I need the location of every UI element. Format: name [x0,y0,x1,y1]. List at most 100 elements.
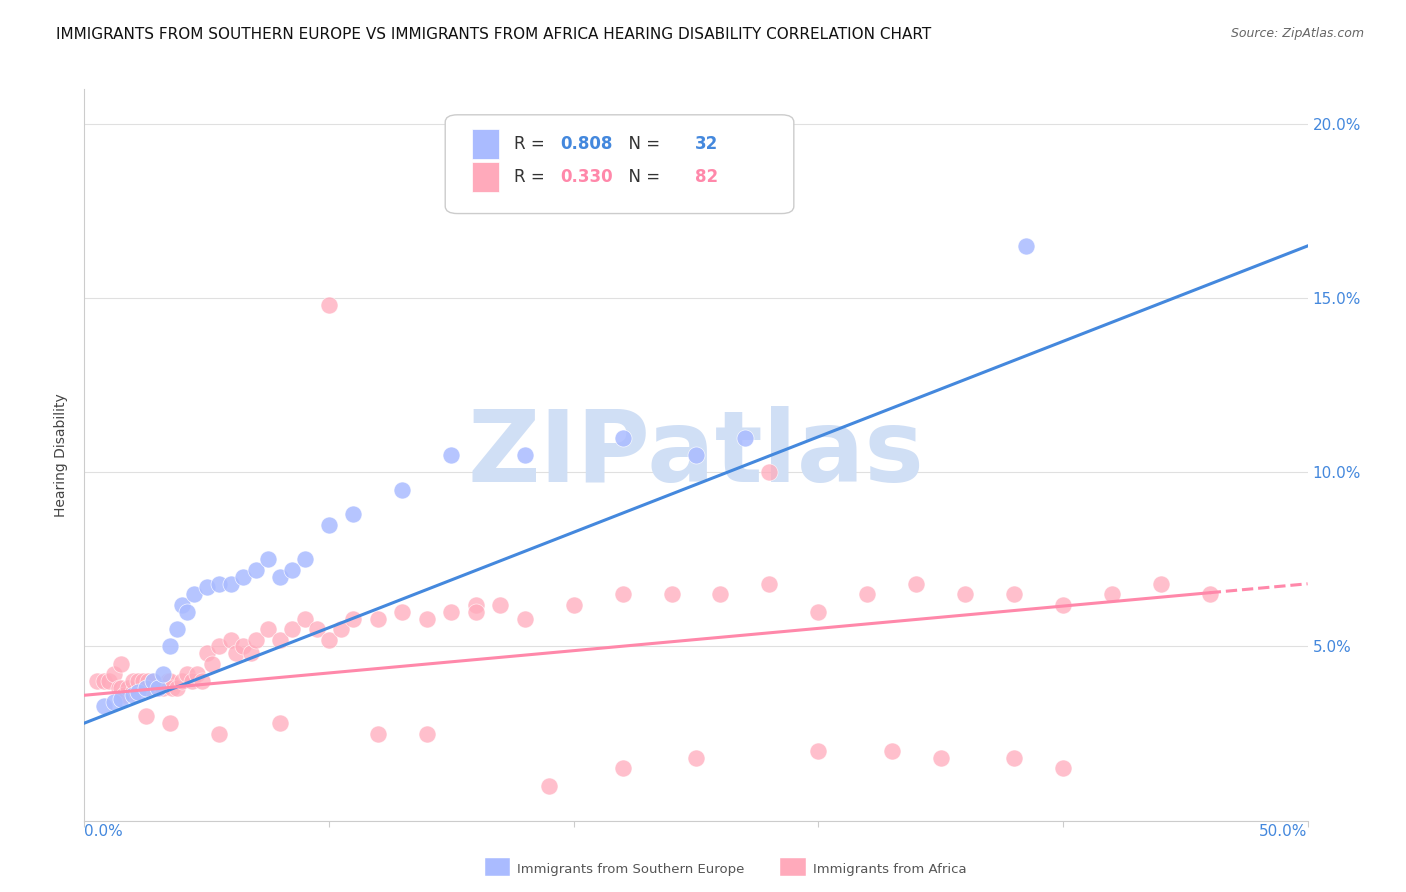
Point [269,632,291,647]
Point [953,587,976,601]
Point [208,726,231,740]
Point [440,605,463,619]
Point [232,570,254,584]
Point [440,448,463,462]
Point [489,598,512,612]
Point [186,667,208,681]
Point [172,598,194,612]
Point [281,563,304,577]
Point [257,622,280,636]
Point [135,681,157,696]
Point [1052,761,1074,775]
Point [318,298,340,312]
Point [117,681,139,696]
Point [1198,587,1220,601]
Point [464,598,486,612]
Point [281,622,304,636]
Point [176,605,198,619]
Point [103,695,125,709]
Point [239,647,262,661]
Point [416,612,439,626]
Point [127,685,149,699]
FancyBboxPatch shape [446,115,794,213]
Point [146,681,169,696]
Point [183,587,205,601]
Point [191,674,214,689]
Point [391,483,413,497]
Point [807,744,830,758]
Point [305,622,328,636]
Point [416,726,439,740]
Point [1101,587,1123,601]
Point [1150,576,1173,591]
Point [342,612,364,626]
Point [135,681,157,696]
Point [219,632,242,647]
Point [330,622,353,636]
Point [110,691,132,706]
Point [232,640,254,654]
Text: R =: R = [513,168,550,186]
Point [142,674,165,689]
Point [156,674,179,689]
Point [391,605,413,619]
Point [612,430,634,444]
Text: 0.330: 0.330 [560,168,613,186]
Point [367,726,389,740]
Point [367,612,389,626]
Point [709,587,731,601]
Point [758,576,780,591]
Point [245,563,267,577]
Point [122,674,145,689]
Point [513,612,536,626]
Point [538,779,561,793]
Text: Immigrants from Africa: Immigrants from Africa [813,863,966,876]
Point [1002,751,1025,765]
Point [294,552,316,566]
Point [146,681,169,696]
Point [195,647,218,661]
Point [905,576,928,591]
Point [1002,587,1025,601]
Point [1052,598,1074,612]
Text: 32: 32 [695,135,718,153]
Text: 50.0%: 50.0% [1260,824,1308,839]
Text: N =: N = [617,168,665,186]
Point [93,698,115,713]
Point [86,674,108,689]
Point [807,605,830,619]
Point [127,674,149,689]
Point [122,688,145,702]
Point [208,576,231,591]
Text: R =: R = [513,135,550,153]
Point [97,674,120,689]
Point [200,657,222,671]
Point [93,674,115,689]
Point [176,667,198,681]
Point [685,448,707,462]
Point [110,681,132,696]
Text: Source: ZipAtlas.com: Source: ZipAtlas.com [1230,27,1364,40]
Point [159,716,181,731]
Point [181,674,204,689]
Point [464,605,486,619]
Point [257,552,280,566]
Point [219,576,242,591]
Point [166,681,188,696]
Point [1015,239,1038,253]
Point [152,681,174,696]
Point [103,667,125,681]
Point [342,507,364,521]
Point [661,587,683,601]
Point [318,632,340,647]
Point [612,587,634,601]
Point [146,681,169,696]
Point [195,580,218,594]
Bar [472,129,499,159]
Point [929,751,952,765]
Point [107,681,129,696]
Point [734,430,756,444]
Point [318,517,340,532]
Text: Immigrants from Southern Europe: Immigrants from Southern Europe [517,863,745,876]
Point [225,647,247,661]
